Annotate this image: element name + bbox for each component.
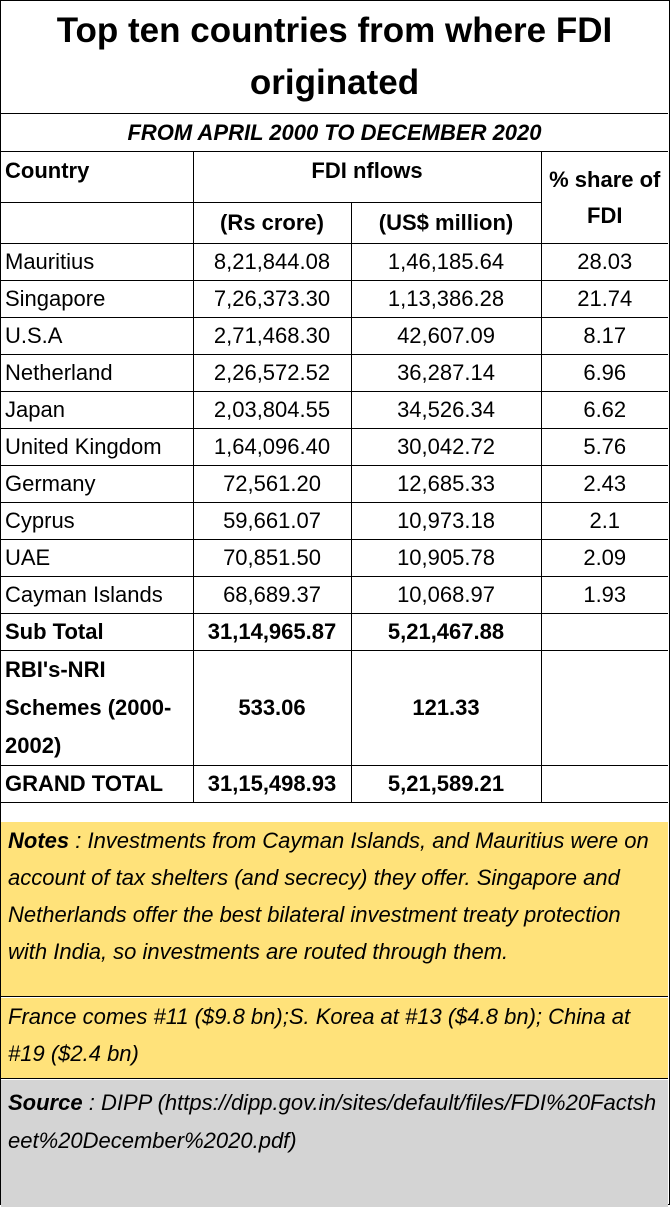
header-row: Country FDI nflows % share of FDI [1, 152, 668, 244]
country-cell: U.S.A [1, 317, 194, 355]
country-cell: Netherland [1, 354, 194, 392]
share-cell: 5.76 [540, 428, 668, 466]
share-cell: 1.93 [540, 576, 668, 614]
source-text: DIPP (https://dipp.gov.in/sites/default/… [8, 1090, 657, 1153]
share-cell: 2.43 [540, 465, 668, 503]
notes-text: : Investments from Cayman Islands, and M… [8, 828, 649, 964]
page-title: Top ten countries from where FDI origina… [1, 1, 668, 114]
subtotal-rs: 31,14,965.87 [192, 613, 352, 651]
source-separator: : [82, 1090, 101, 1115]
rbi-row: RBI's-NRI Schemes (2000-2002) 533.06 121… [1, 650, 668, 766]
grand-total-row: GRAND TOTAL 31,15,498.93 5,21,589.21 [1, 765, 668, 803]
share-cell: 2.09 [540, 539, 668, 577]
grand-total-rs: 31,15,498.93 [192, 765, 352, 803]
rbi-rs: 533.06 [192, 650, 352, 766]
page-subtitle: FROM APRIL 2000 TO DECEMBER 2020 [1, 115, 668, 152]
share-cell: 21.74 [540, 280, 668, 318]
table-row: Japan 2,03,804.55 34,526.34 6.62 [1, 391, 668, 429]
rs-crore-cell: 68,689.37 [192, 576, 352, 614]
country-cell: UAE [1, 539, 194, 577]
usd-million-cell: 10,973.18 [350, 502, 542, 540]
grand-total-label: GRAND TOTAL [1, 765, 194, 803]
table-row: U.S.A 2,71,468.30 42,607.09 8.17 [1, 317, 668, 355]
table-row: United Kingdom 1,64,096.40 30,042.72 5.76 [1, 428, 668, 466]
subheader-row: (Rs crore) (US$ million) [1, 202, 668, 244]
table-row: Cayman Islands 68,689.37 10,068.97 1.93 [1, 576, 668, 614]
notes-box: Notes : Investments from Cayman Islands,… [1, 822, 668, 997]
rs-crore-cell: 1,64,096.40 [192, 428, 352, 466]
subtotal-usd: 5,21,467.88 [350, 613, 542, 651]
usd-million-cell: 12,685.33 [350, 465, 542, 503]
subheader-blank [1, 202, 194, 244]
country-cell: Cyprus [1, 502, 194, 540]
rbi-label: RBI's-NRI Schemes (2000-2002) [1, 650, 194, 766]
rs-crore-cell: 59,661.07 [192, 502, 352, 540]
country-cell: Germany [1, 465, 194, 503]
share-cell: 6.62 [540, 391, 668, 429]
subtotal-share [540, 613, 668, 651]
usd-million-cell: 30,042.72 [350, 428, 542, 466]
share-cell: 28.03 [540, 243, 668, 281]
usd-million-cell: 10,068.97 [350, 576, 542, 614]
grand-total-share [540, 765, 668, 803]
header-share: % share of FDI [540, 152, 668, 244]
usd-million-cell: 42,607.09 [350, 317, 542, 355]
rs-crore-cell: 2,26,572.52 [192, 354, 352, 392]
usd-million-cell: 34,526.34 [350, 391, 542, 429]
fdi-table: Country FDI nflows % share of FDI (Rs cr… [1, 152, 668, 803]
country-cell: Cayman Islands [1, 576, 194, 614]
country-cell: United Kingdom [1, 428, 194, 466]
rbi-usd: 121.33 [350, 650, 542, 766]
rbi-share [540, 650, 668, 766]
rankings-note: France comes #11 ($9.8 bn);S. Korea at #… [1, 998, 668, 1079]
table-row: Singapore 7,26,373.30 1,13,386.28 21.74 [1, 280, 668, 318]
table-row: Cyprus 59,661.07 10,973.18 2.1 [1, 502, 668, 540]
header-usd-million: (US$ million) [350, 202, 541, 244]
country-cell: Mauritius [1, 243, 194, 281]
rs-crore-cell: 2,03,804.55 [192, 391, 352, 429]
grand-total-usd: 5,21,589.21 [350, 765, 542, 803]
subtotal-row: Sub Total 31,14,965.87 5,21,467.88 [1, 613, 668, 651]
source-box: Source : DIPP (https://dipp.gov.in/sites… [1, 1080, 668, 1207]
rs-crore-cell: 2,71,468.30 [192, 317, 352, 355]
usd-million-cell: 1,46,185.64 [350, 243, 542, 281]
share-cell: 8.17 [540, 317, 668, 355]
header-rs-crore: (Rs crore) [192, 202, 352, 244]
subtotal-label: Sub Total [1, 613, 194, 651]
table-row: Germany 72,561.20 12,685.33 2.43 [1, 465, 668, 503]
share-cell: 6.96 [540, 354, 668, 392]
rs-crore-cell: 7,26,373.30 [192, 280, 352, 318]
rs-crore-cell: 70,851.50 [192, 539, 352, 577]
header-country: Country [1, 152, 194, 203]
rs-crore-cell: 72,561.20 [192, 465, 352, 503]
notes-label: Notes [8, 828, 70, 853]
country-cell: Singapore [1, 280, 194, 318]
share-cell: 2.1 [540, 502, 668, 540]
usd-million-cell: 10,905.78 [350, 539, 542, 577]
table-row: UAE 70,851.50 10,905.78 2.09 [1, 539, 668, 577]
usd-million-cell: 36,287.14 [350, 354, 542, 392]
table-row: Mauritius 8,21,844.08 1,46,185.64 28.03 [1, 243, 668, 281]
rs-crore-cell: 8,21,844.08 [192, 243, 352, 281]
country-cell: Japan [1, 391, 194, 429]
table-row: Netherland 2,26,572.52 36,287.14 6.96 [1, 354, 668, 392]
source-label: Source [8, 1090, 83, 1115]
usd-million-cell: 1,13,386.28 [350, 280, 542, 318]
header-fdi-inflows: FDI nflows [192, 152, 542, 203]
